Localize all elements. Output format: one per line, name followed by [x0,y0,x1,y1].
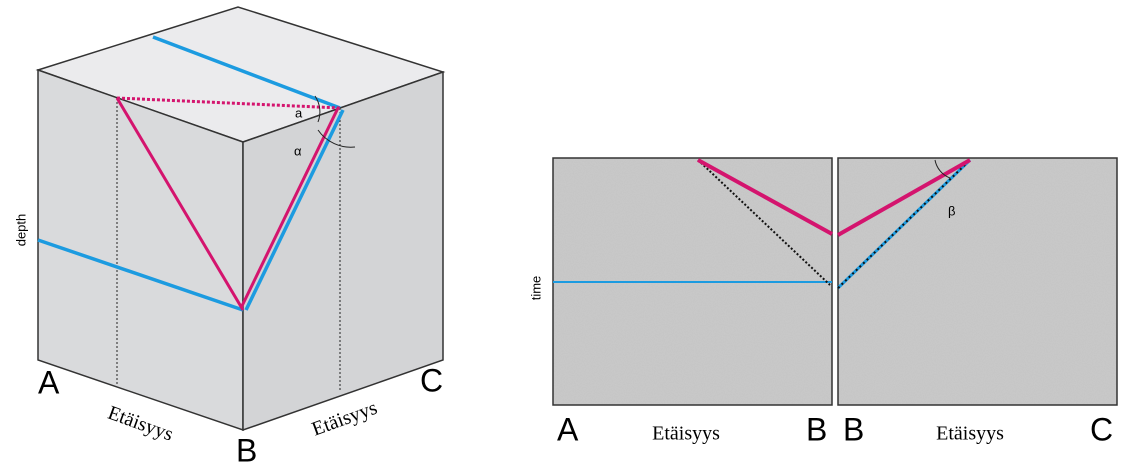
texture [838,158,1117,405]
right-face [242,70,444,432]
corner-label: A [38,364,60,400]
dip-line [115,97,245,311]
projection [837,159,971,289]
angle-arc [314,95,321,123]
panel-border [837,157,1118,406]
panel-end-label: A [557,411,579,447]
corner-label: B [236,432,257,468]
angle-label: a [295,105,303,120]
panel-end-label: C [1090,411,1113,447]
panel-end-label: B [806,411,827,447]
panel-end-label: B [843,411,864,447]
cube-lines [37,35,356,392]
angle-label: α [294,143,302,158]
dip-line [239,107,340,309]
distance-label: Etäisyys [105,402,176,446]
horizon [152,35,341,110]
axis-label: time [528,276,543,301]
horizon [37,238,244,312]
angle-label: β [948,203,955,218]
distance-label: Etäisyys [652,423,720,445]
dip-line [697,158,833,236]
horizon [244,109,345,311]
axis-label: depth [13,214,28,247]
cube [35,6,446,432]
distance-label: Etäisyys [936,423,1004,445]
dip-line [116,96,341,110]
angle-arc [317,129,356,148]
angle-arc [934,159,951,179]
sections [552,157,1118,406]
corner-label: C [420,362,443,398]
dip-line [837,158,971,237]
